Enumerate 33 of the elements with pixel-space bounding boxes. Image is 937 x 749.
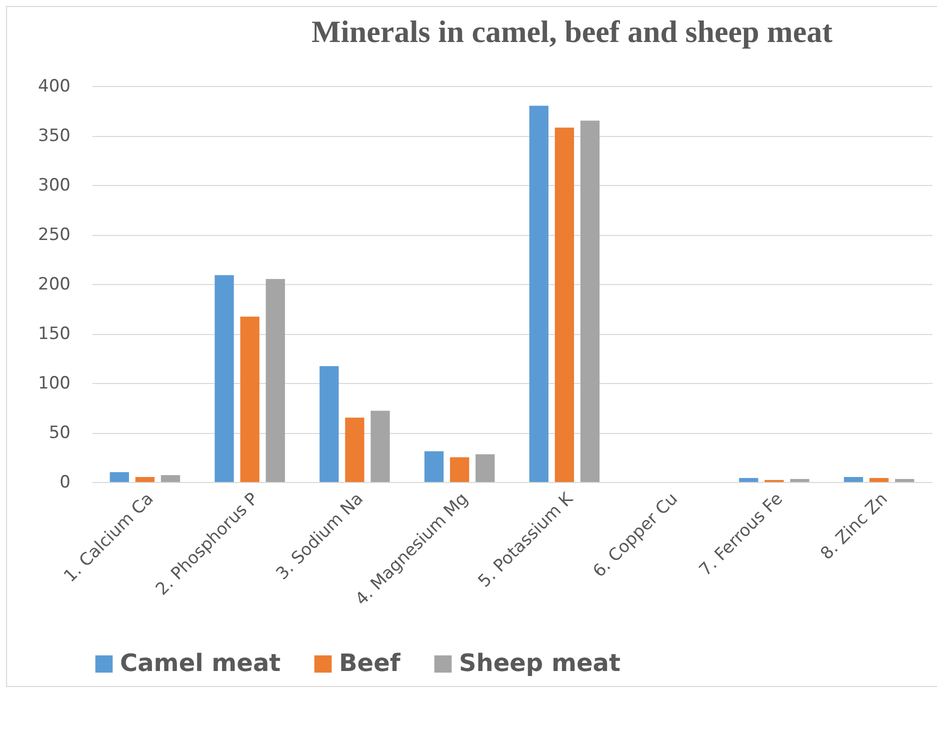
bar bbox=[554, 128, 574, 482]
bar bbox=[110, 472, 129, 482]
bar bbox=[160, 475, 180, 482]
y-tick-label: 50 bbox=[48, 423, 70, 443]
y-tick-label: 300 bbox=[38, 176, 70, 196]
y-tick-label: 0 bbox=[60, 472, 70, 492]
y-tick-label: 200 bbox=[38, 274, 70, 294]
bar bbox=[529, 106, 548, 482]
bar bbox=[320, 366, 339, 482]
y-tick-label: 350 bbox=[38, 126, 70, 146]
chart-title: Minerals in camel, beef and sheep meat bbox=[312, 14, 834, 49]
bar bbox=[580, 120, 600, 482]
bar bbox=[476, 454, 495, 482]
bar bbox=[240, 316, 260, 482]
bar bbox=[214, 275, 234, 482]
bar bbox=[135, 477, 155, 482]
bar bbox=[345, 418, 364, 482]
y-tick-label: 250 bbox=[38, 225, 70, 245]
y-tick-label: 100 bbox=[38, 374, 70, 394]
y-tick-label: 150 bbox=[38, 324, 70, 344]
bar bbox=[424, 451, 444, 482]
bar bbox=[869, 478, 889, 482]
bar bbox=[266, 279, 285, 482]
y-tick-label: 400 bbox=[38, 76, 70, 96]
bar bbox=[739, 478, 758, 482]
legend-label: Beef bbox=[339, 649, 401, 677]
bar bbox=[790, 479, 810, 482]
bar bbox=[895, 479, 914, 482]
legend-label: Sheep meat bbox=[459, 649, 620, 677]
bar bbox=[450, 457, 470, 482]
legend-label: Camel meat bbox=[120, 649, 281, 677]
bar bbox=[844, 477, 864, 482]
bar bbox=[370, 410, 390, 482]
